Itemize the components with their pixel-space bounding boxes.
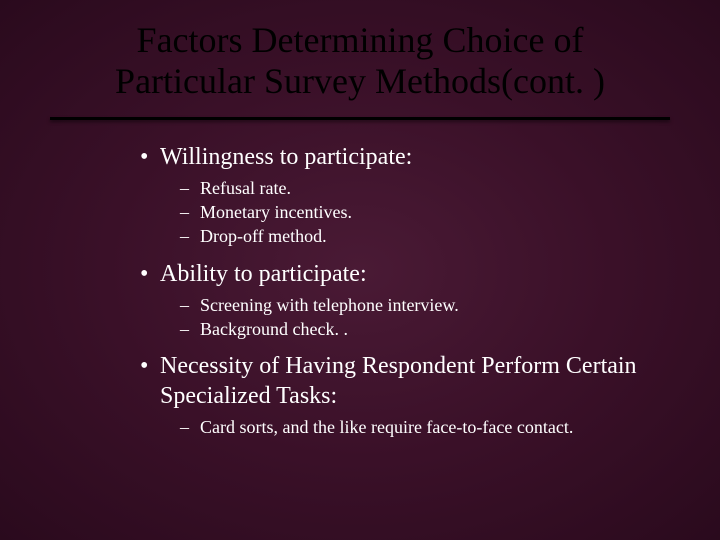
bullet-level2: Drop-off method. <box>180 224 670 248</box>
bullet-level2: Screening with telephone interview. <box>180 293 670 317</box>
bullet-group: Willingness to participate: Refusal rate… <box>140 142 670 249</box>
bullet-group: Ability to participate: Screening with t… <box>140 259 670 342</box>
bullet-level2: Refusal rate. <box>180 176 670 200</box>
slide: Factors Determining Choice of Particular… <box>0 0 720 540</box>
bullet-level1: Necessity of Having Respondent Perform C… <box>140 351 670 411</box>
bullet-level2: Card sorts, and the like require face-to… <box>180 415 670 439</box>
slide-content: Willingness to participate: Refusal rate… <box>50 120 670 440</box>
bullet-group: Necessity of Having Respondent Perform C… <box>140 351 670 439</box>
bullet-level2: Background check. . <box>180 317 670 341</box>
slide-title: Factors Determining Choice of Particular… <box>50 20 670 113</box>
bullet-level2: Monetary incentives. <box>180 200 670 224</box>
bullet-level1: Ability to participate: <box>140 259 670 289</box>
bullet-level1: Willingness to participate: <box>140 142 670 172</box>
